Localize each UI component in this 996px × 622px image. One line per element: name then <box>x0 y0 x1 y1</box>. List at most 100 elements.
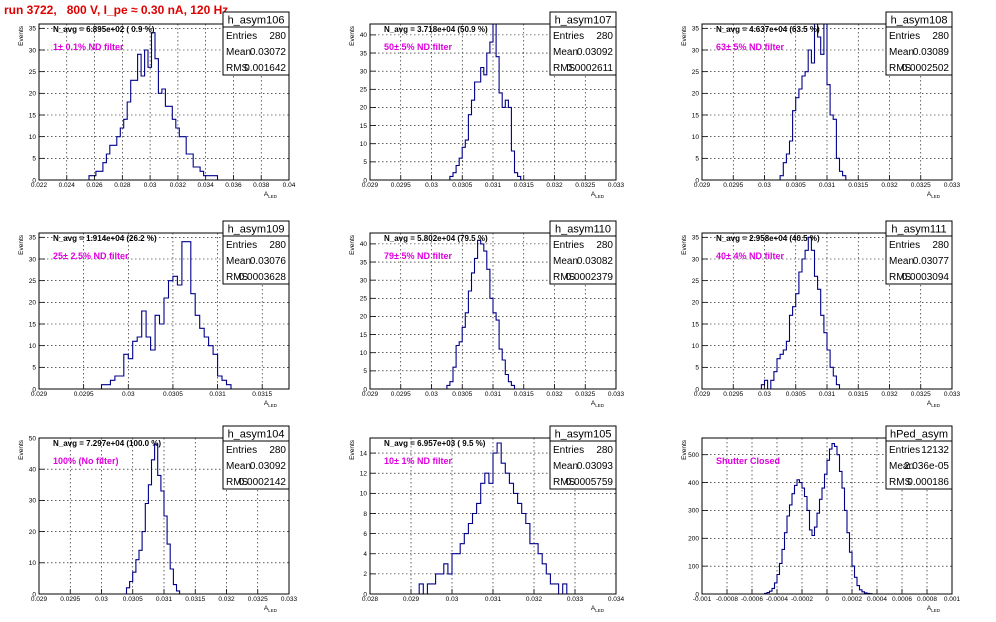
stats-label: Mean <box>226 47 251 58</box>
navg-label: N_avg = 7.297e+04 (100.0 %) <box>53 439 161 448</box>
stats-box <box>222 26 290 76</box>
histogram-panel-h_asym109: 0.029 0.0295 0.03 0.0305 0.031 0.0315 0 5 10 15 20… <box>18 220 290 408</box>
stats-label: Entries <box>226 240 257 251</box>
navg-label: N_avg = 4.637e+04 (63.5 %) <box>716 25 820 34</box>
y-tick-label: 0 <box>363 386 367 393</box>
stats-label: Entries <box>553 445 584 456</box>
stats-box <box>885 235 953 285</box>
x-tick-label: 0.029 <box>694 182 711 189</box>
x-tick-label: 0.032 <box>546 391 563 398</box>
y-tick-label: 5 <box>695 365 699 372</box>
y-tick-label: 6 <box>363 531 367 538</box>
y-tick-label: 0 <box>695 591 699 598</box>
stats-label: Mean <box>226 461 251 472</box>
filter-label: 100% (No filter) <box>53 456 119 466</box>
y-tick-label: 30 <box>29 47 37 54</box>
y-axis-label: Events <box>681 439 688 460</box>
y-axis-label: Events <box>349 439 356 460</box>
y-tick-label: 12 <box>360 471 368 478</box>
stats-value: 0.03072 <box>250 47 287 58</box>
stats-label: RMS <box>226 63 249 74</box>
stats-value: 0.001642 <box>244 63 286 74</box>
y-tick-label: 0 <box>363 177 367 184</box>
x-tick-label: 0.033 <box>944 182 961 189</box>
stats-title: h_asym111 <box>891 224 946 236</box>
stats-box <box>549 440 617 490</box>
stats-value: 0.0003094 <box>902 272 950 283</box>
x-tick-label: 0.032 <box>170 182 187 189</box>
y-tick-label: 20 <box>692 300 700 307</box>
x-tick-label: 0.0305 <box>786 391 806 398</box>
y-tick-label: 15 <box>692 112 700 119</box>
stats-box <box>549 235 617 285</box>
y-tick-label: 4 <box>363 551 367 558</box>
y-tick-label: 30 <box>692 256 700 263</box>
x-tick-label: 0.026 <box>86 182 103 189</box>
histogram-panel-h_asym106: 0.022 0.024 0.026 0.028 0.03 0.032 0.034 0.036 0… <box>18 11 296 199</box>
histogram-line <box>760 236 841 390</box>
y-tick-label: 30 <box>29 498 37 505</box>
y-tick-label: 10 <box>360 350 368 357</box>
y-tick-label: 35 <box>29 235 37 242</box>
x-axis-label: ALED <box>927 605 941 613</box>
stats-value: 280 <box>596 445 613 456</box>
y-tick-label: 25 <box>29 278 37 285</box>
x-tick-label: 0.0295 <box>723 391 743 398</box>
stats-label: Entries <box>226 445 257 456</box>
stats-value: 0.000186 <box>907 477 949 488</box>
x-tick-label: 0.033 <box>608 391 625 398</box>
x-axis-label: ALED <box>591 191 605 199</box>
x-tick-label: 0.031 <box>485 182 502 189</box>
stats-label: Entries <box>889 445 920 456</box>
stats-value: 0.0003628 <box>239 272 287 283</box>
stats-label: RMS <box>889 477 912 488</box>
y-tick-label: 20 <box>360 105 368 112</box>
x-tick-label: 0.022 <box>31 182 48 189</box>
stats-title: h_asym110 <box>555 224 611 236</box>
y-tick-label: 8 <box>363 511 367 518</box>
x-tick-label: 0.031 <box>485 391 502 398</box>
y-tick-label: 10 <box>360 491 368 498</box>
x-tick-label: 0.0305 <box>123 596 143 603</box>
x-tick-label: 0.024 <box>59 182 76 189</box>
stats-value: 280 <box>932 240 949 251</box>
x-tick-label: 0.03 <box>758 391 771 398</box>
navg-label: N_avg = 6.895e+02 ( 0.9 %) <box>53 25 155 34</box>
x-tick-label: 0.029 <box>31 596 48 603</box>
x-axis-label: ALED <box>927 400 941 408</box>
y-tick-label: 10 <box>360 141 368 148</box>
x-tick-label: 0.036 <box>225 182 242 189</box>
y-tick-label: 40 <box>29 467 37 474</box>
y-tick-label: 20 <box>360 314 368 321</box>
x-tick-label: -0.0008 <box>716 596 738 603</box>
y-tick-label: 0 <box>32 591 36 598</box>
y-tick-label: 10 <box>29 134 37 141</box>
stats-value: 2.036e-05 <box>904 461 949 472</box>
stats-label: RMS <box>226 477 249 488</box>
filter-label: 25± 2.5% ND filter <box>53 251 129 261</box>
stats-title: h_asym108 <box>891 15 948 27</box>
y-tick-label: 25 <box>692 69 700 76</box>
x-tick-label: 0.031 <box>819 182 836 189</box>
stats-box <box>549 26 617 76</box>
histogram-panel-h_asym105: 0.028 0.029 0.03 0.031 0.032 0.033 0.034 0 2 4 6 8 1… <box>349 425 625 613</box>
y-tick-label: 30 <box>360 277 368 284</box>
x-axis-label: ALED <box>927 191 941 199</box>
histogram-line <box>88 32 219 180</box>
stats-value: 280 <box>596 240 613 251</box>
x-tick-label: 0.001 <box>944 596 961 603</box>
x-tick-label: 0.03 <box>425 391 438 398</box>
filter-label: 63± 5% ND filter <box>716 42 784 52</box>
stats-value: 0.0005759 <box>566 477 614 488</box>
x-tick-label: 0.0315 <box>252 391 272 398</box>
x-tick-label: 0.03 <box>425 182 438 189</box>
stats-label: Mean <box>553 47 578 58</box>
stats-box <box>222 235 290 285</box>
x-tick-label: 0.0305 <box>452 391 472 398</box>
x-axis-label: ALED <box>264 605 278 613</box>
y-tick-label: 30 <box>692 47 700 54</box>
y-tick-label: 400 <box>688 480 699 487</box>
y-tick-label: 5 <box>363 159 367 166</box>
x-tick-label: 0.03 <box>446 596 459 603</box>
